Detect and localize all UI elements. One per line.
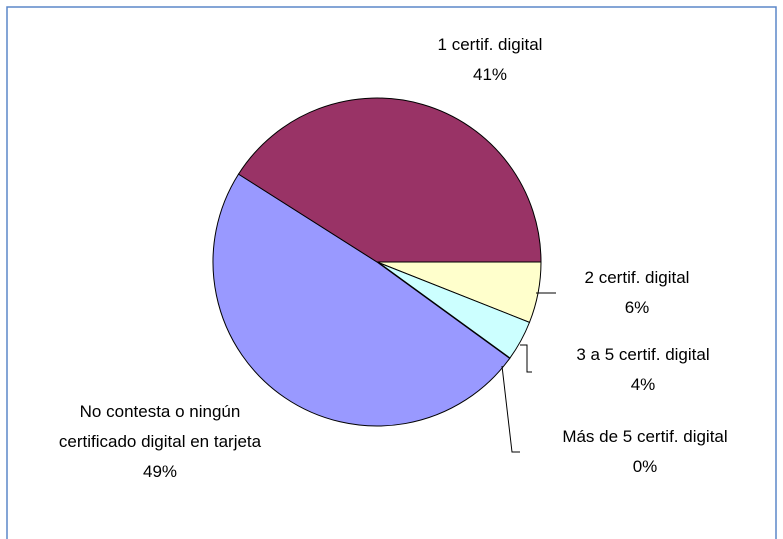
value-label: 0% xyxy=(632,457,658,476)
category-label: 3 a 5 certif. digital xyxy=(576,345,710,364)
value-label: 6% xyxy=(624,298,650,317)
frame xyxy=(6,6,777,539)
category-label: 2 certif. digital xyxy=(584,268,690,287)
category-label: 1 certif. digital xyxy=(437,35,543,54)
pie-slice xyxy=(212,173,511,427)
slice-label: 2 certif. digital 6% xyxy=(537,263,737,323)
category-label: Más de 5 certif. digital xyxy=(562,427,728,446)
value-label: 49% xyxy=(142,462,178,481)
pie xyxy=(212,97,542,427)
slice-label: 1 certif. digital 41% xyxy=(390,30,590,90)
slice-label: No contesta o ningún certificado digital… xyxy=(55,397,265,487)
value-label: 41% xyxy=(472,65,508,84)
value-label: 4% xyxy=(630,375,656,394)
slice-label: 3 a 5 certif. digital 4% xyxy=(533,340,753,400)
slice-label: Más de 5 certif. digital 0% xyxy=(520,422,770,482)
leader-line xyxy=(520,344,532,373)
leader-line xyxy=(501,365,520,453)
category-label: No contesta o ningún certificado digital… xyxy=(58,402,262,451)
pie-slice xyxy=(237,97,542,263)
